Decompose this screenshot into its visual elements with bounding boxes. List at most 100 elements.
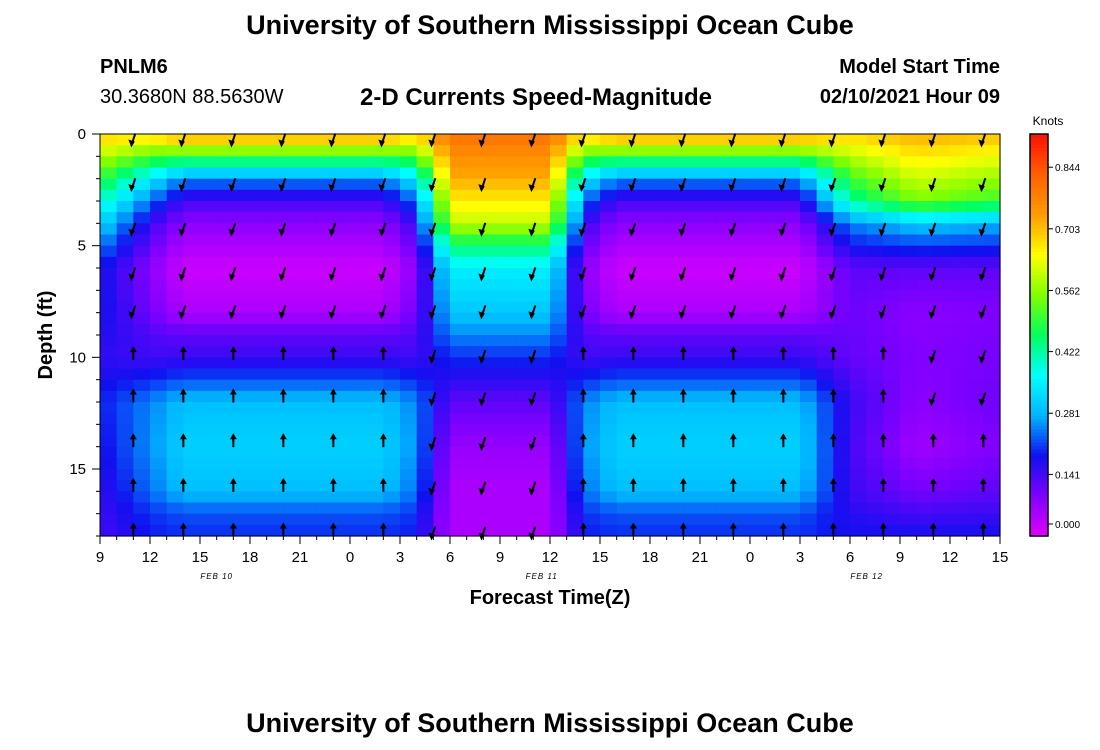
heatmap-cell [916, 390, 934, 403]
heatmap-cell [766, 335, 784, 347]
current-arrow [528, 222, 537, 237]
heatmap-cell [350, 323, 368, 336]
heatmap-cell [150, 279, 168, 291]
heatmap-cell [616, 256, 634, 269]
current-arrow [129, 433, 137, 448]
heatmap-cell [533, 234, 551, 247]
heatmap-cell [666, 301, 684, 314]
heatmap-cell [300, 145, 318, 157]
heatmap-cell [616, 357, 634, 370]
heatmap-cell [533, 189, 551, 202]
heatmap-cell [616, 491, 634, 504]
heatmap-cell [616, 223, 634, 236]
current-arrow [729, 433, 737, 448]
heatmap-cell [483, 524, 501, 537]
heatmap-cell [216, 368, 234, 381]
heatmap-cell [500, 178, 518, 191]
colorbar-segment [1030, 385, 1048, 390]
heatmap-cell [150, 323, 168, 336]
heatmap-cell [666, 312, 684, 325]
heatmap-cell [616, 390, 634, 403]
heatmap-cell [600, 469, 618, 481]
heatmap-cell [833, 524, 851, 537]
heatmap-cell [750, 413, 768, 425]
current-arrow [279, 477, 287, 492]
heatmap-cell [583, 290, 601, 303]
heatmap-cell [850, 346, 868, 358]
heatmap-cell [333, 379, 351, 392]
heatmap-cell [133, 368, 151, 381]
current-arrow [378, 133, 387, 148]
heatmap-cell [366, 413, 384, 425]
heatmap-cell [800, 524, 818, 537]
current-arrow [279, 388, 287, 403]
heatmap-cell [150, 346, 168, 358]
heatmap-cell [983, 335, 1001, 347]
heatmap-cell [583, 201, 601, 213]
current-arrow [478, 526, 487, 541]
heatmap-cell [700, 502, 718, 515]
heatmap-cell [183, 223, 201, 236]
heatmap-cell [633, 167, 651, 180]
heatmap-cell [566, 189, 584, 202]
current-arrow [128, 222, 137, 237]
heatmap-cell [366, 368, 384, 381]
heatmap-cell [866, 268, 884, 280]
heatmap-cell [733, 301, 751, 314]
heatmap-cell [466, 424, 484, 437]
heatmap-cell [733, 178, 751, 191]
colorbar: Knots 0.0000.1410.2810.4220.5620.7030.84… [1029, 114, 1080, 537]
heatmap-cell [733, 323, 751, 336]
heatmap-cell [416, 413, 434, 425]
heatmap-cell [983, 346, 1001, 358]
heatmap-cell [450, 223, 468, 236]
heatmap-cell [283, 323, 301, 336]
heatmap-cell [200, 413, 218, 425]
heatmap-cell [733, 379, 751, 392]
heatmap-cell [400, 491, 418, 504]
heatmap-cell [750, 469, 768, 481]
heatmap-cell [766, 379, 784, 392]
heatmap-cell [900, 480, 918, 492]
heatmap-cell [200, 256, 218, 269]
heatmap-cell [483, 368, 501, 381]
heatmap-cell [166, 424, 184, 437]
heatmap-cell [900, 301, 918, 314]
heatmap-cell [283, 234, 301, 247]
heatmap-cell [100, 189, 118, 202]
heatmap-cell [800, 268, 818, 280]
heatmap-cell [933, 134, 951, 146]
heatmap-cell [466, 212, 484, 224]
heatmap-cell [850, 480, 868, 492]
heatmap-cell [683, 502, 701, 515]
heatmap-cell [516, 446, 534, 459]
heatmap-cell [150, 301, 168, 314]
colorbar-segment [1030, 438, 1048, 443]
current-arrow [629, 433, 637, 448]
colorbar-segment [1030, 355, 1048, 360]
heatmap-cell [483, 167, 501, 180]
current-arrow [329, 477, 337, 492]
heatmap-cell [816, 424, 834, 437]
heatmap-cell [266, 435, 284, 448]
current-arrow [229, 346, 237, 361]
heatmap-cell [816, 357, 834, 370]
heatmap-cell [133, 312, 151, 325]
current-arrow [129, 388, 137, 403]
heatmap-cell [933, 435, 951, 448]
heatmap-cell [866, 301, 884, 314]
current-arrow [278, 177, 287, 193]
heatmap-cell [233, 446, 251, 459]
heatmap-cell [783, 457, 801, 470]
heatmap-cell [883, 156, 901, 169]
current-arrow [928, 222, 937, 237]
heatmap-cell [766, 513, 784, 526]
heatmap-cell [666, 323, 684, 336]
heatmap-cell [783, 189, 801, 202]
heatmap-cell [883, 245, 901, 258]
heatmap-cell [283, 335, 301, 347]
heatmap-cell [716, 156, 734, 169]
heatmap-cell [633, 402, 651, 414]
heatmap-cell [766, 201, 784, 213]
heatmap-cell [133, 256, 151, 269]
